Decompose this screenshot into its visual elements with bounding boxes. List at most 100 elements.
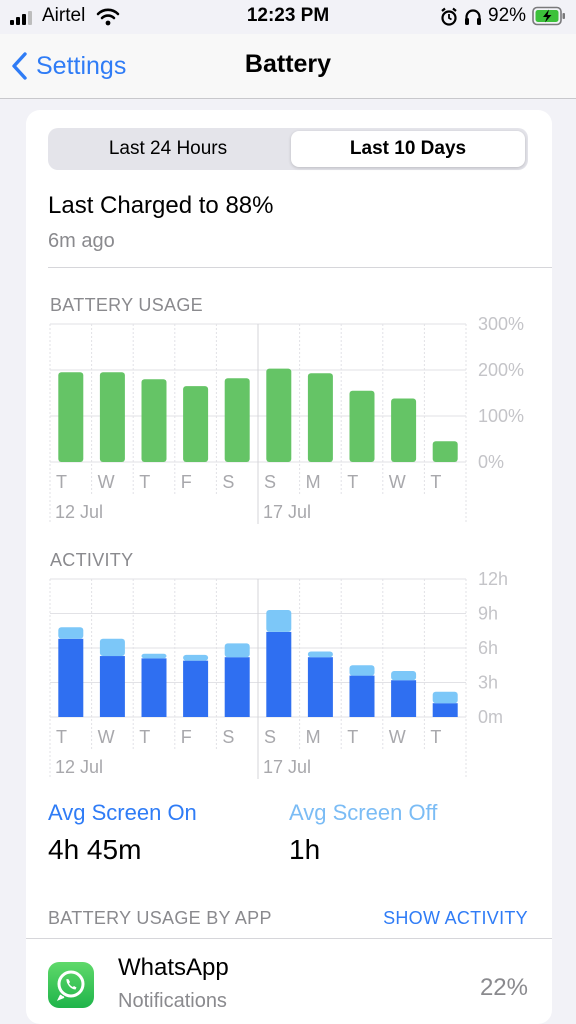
activity-title: ACTIVITY [50, 550, 134, 570]
x-tick-label: T [430, 727, 441, 747]
avg-screen-off-value: 1h [289, 834, 321, 865]
last-charged-time: 6m ago [48, 230, 115, 252]
bar-6-avg-screen-off [307, 651, 333, 658]
x-tick-label: M [306, 472, 321, 492]
bar-8-avg-screen-off [391, 671, 417, 681]
time-range-segmented-control: Last 24 Hours Last 10 Days [48, 128, 528, 170]
app-subtitle: Notifications [118, 990, 227, 1012]
x-tick-label: S [264, 727, 276, 747]
x-tick-label: T [347, 472, 358, 492]
carrier-name: Airtel [42, 5, 86, 26]
avg-screen-off-label: Avg Screen Off [289, 800, 438, 825]
bar-7-avg-screen-off [349, 665, 375, 676]
y-tick-label: 100% [478, 406, 524, 426]
x-tick-label: W [98, 472, 115, 492]
x-tick-label: M [306, 727, 321, 747]
x-tick-label: T [56, 727, 67, 747]
bar-2-avg-screen-on [141, 658, 167, 717]
back-label: Settings [36, 51, 127, 80]
y-tick-label: 9h [478, 604, 498, 624]
y-tick-label: 300% [478, 314, 524, 334]
x-tick-label: F [181, 472, 192, 492]
avg-screen-on-label: Avg Screen On [48, 800, 197, 825]
x-tick-label: S [222, 727, 234, 747]
bar-5-avg-screen-on [266, 631, 292, 717]
whatsapp-icon [48, 962, 94, 1008]
y-tick-label: 6h [478, 638, 498, 658]
bar-2 [141, 379, 167, 462]
x-tick-label: W [389, 472, 406, 492]
app-name: WhatsApp [118, 954, 229, 981]
x-tick-label: T [56, 472, 67, 492]
usage-chart-svg: 300% 200% 100% 0% T W T F S S M T W T 12 Jul 17 Jul [49, 314, 524, 524]
date-label: 12 Jul [55, 757, 103, 777]
battery-charging-icon [532, 6, 565, 26]
bar-0-avg-screen-off [58, 627, 84, 639]
battery-card: Last 24 Hours Last 10 Days Last Charged … [26, 110, 552, 1024]
x-tick-label: W [389, 727, 406, 747]
headphones-icon [465, 9, 481, 25]
chevron-left-icon [12, 52, 27, 80]
page-title: Battery [244, 50, 332, 78]
bar-3 [183, 386, 209, 462]
x-tick-label: T [139, 727, 150, 747]
bar-9 [432, 441, 458, 462]
activity-chart: 12h 9h 6h 3h 0m T W T F S S M T W T 12 Jul 17 Jul [26, 569, 552, 784]
y-tick-label: 0% [478, 452, 504, 472]
status-time: 12:23 PM [246, 5, 330, 26]
x-tick-label: S [222, 472, 234, 492]
y-tick-label: 3h [478, 673, 498, 693]
app-row-whatsapp[interactable]: WhatsApp Notifications 22% [26, 940, 552, 1024]
x-tick-label: W [98, 727, 115, 747]
bar-3-avg-screen-on [183, 660, 209, 717]
segment-last-10-days[interactable]: Last 10 Days [291, 131, 525, 167]
bar-6 [307, 373, 333, 462]
bar-0 [58, 372, 84, 462]
battery-usage-chart: 300% 200% 100% 0% T W T F S S M T W T 12 Jul 17 Jul [26, 314, 552, 529]
x-tick-label: T [430, 472, 441, 492]
bar-2-avg-screen-off [141, 653, 167, 659]
bar-8 [391, 398, 417, 462]
date-label: 17 Jul [263, 502, 311, 522]
bar-8-avg-screen-on [391, 680, 417, 717]
avg-screen-on-value: 4h 45m [48, 834, 142, 865]
status-bar: Airtel 12:23 PM 92% [0, 0, 576, 34]
bar-1 [99, 372, 125, 462]
battery-usage-title: BATTERY USAGE [50, 295, 203, 315]
bar-9-avg-screen-off [432, 691, 458, 704]
back-button[interactable]: Settings [10, 48, 126, 84]
navigation-bar: Settings Battery [0, 34, 576, 99]
divider [26, 938, 552, 939]
x-tick-label: F [181, 727, 192, 747]
bar-4-avg-screen-off [224, 643, 250, 658]
cellular-signal-icon [10, 11, 32, 25]
bar-0-avg-screen-on [58, 638, 84, 717]
y-tick-label: 12h [478, 569, 508, 589]
bar-6-avg-screen-on [307, 657, 333, 717]
wifi-icon [96, 8, 120, 26]
bar-5-avg-screen-off [266, 610, 292, 632]
bar-4-avg-screen-on [224, 657, 250, 717]
bar-4 [224, 378, 250, 462]
date-label: 17 Jul [263, 757, 311, 777]
last-charged-title: Last Charged to 88% [48, 192, 274, 219]
x-tick-label: T [347, 727, 358, 747]
show-activity-button[interactable]: SHOW ACTIVITY [383, 908, 528, 928]
bar-9-avg-screen-on [432, 703, 458, 717]
x-tick-label: T [139, 472, 150, 492]
divider [48, 267, 552, 268]
x-tick-label: S [264, 472, 276, 492]
y-tick-label: 200% [478, 360, 524, 380]
segment-last-24-hours[interactable]: Last 24 Hours [108, 138, 228, 159]
bar-1-avg-screen-off [99, 638, 125, 657]
activity-chart-svg: 12h 9h 6h 3h 0m T W T F S S M T W T 12 Jul 17 Jul [49, 569, 508, 779]
bar-5 [266, 368, 292, 462]
bar-1-avg-screen-on [99, 656, 125, 717]
date-label: 12 Jul [55, 502, 103, 522]
app-percent: 22% [479, 974, 528, 1001]
usage-by-app-title: BATTERY USAGE BY APP [48, 908, 272, 928]
bar-7-avg-screen-on [349, 675, 375, 717]
battery-percent: 92% [488, 5, 527, 26]
alarm-icon [441, 7, 457, 26]
bar-3-avg-screen-off [183, 654, 209, 661]
